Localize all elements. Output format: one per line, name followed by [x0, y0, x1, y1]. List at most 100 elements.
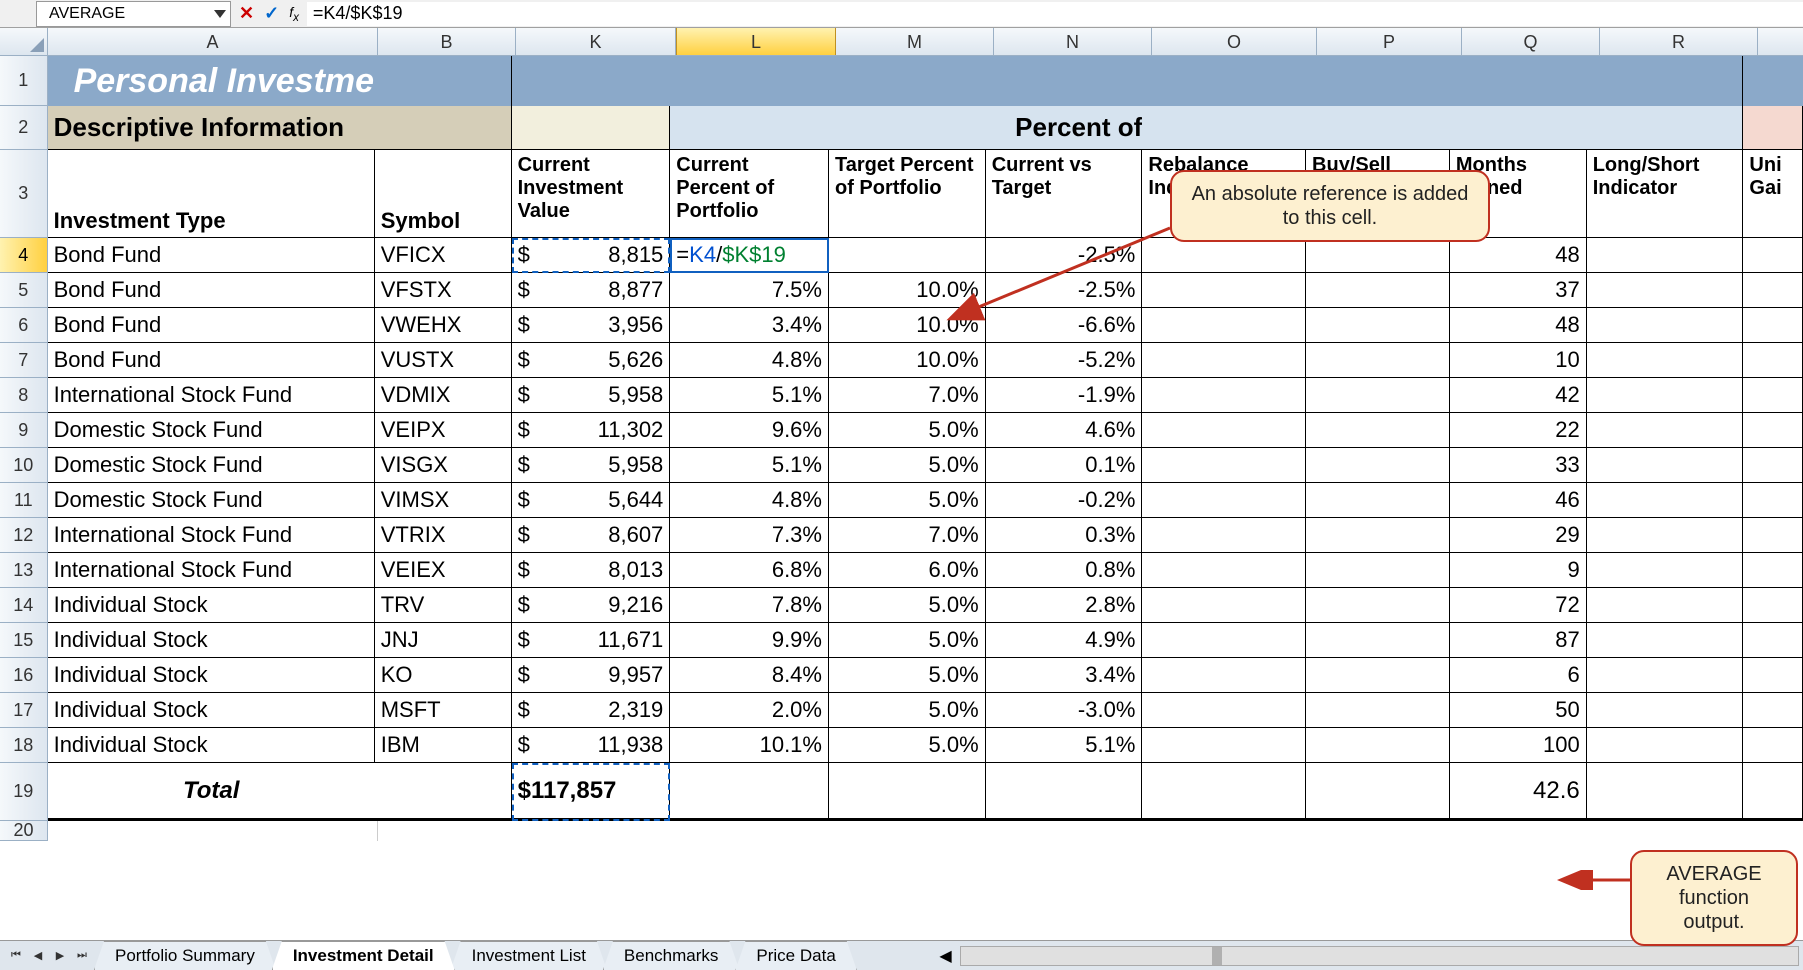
cell[interactable]	[829, 106, 986, 150]
cell[interactable]: $8,013	[512, 553, 671, 588]
last-tab-icon[interactable]: ⏭	[72, 946, 92, 966]
cell[interactable]	[1306, 343, 1450, 378]
row-header[interactable]: 5	[0, 273, 48, 308]
cell[interactable]	[1587, 483, 1744, 518]
section-header[interactable]: Percent of Portfolio	[986, 106, 1143, 150]
cell[interactable]: VTRIX	[375, 518, 512, 553]
cell[interactable]	[1743, 56, 1803, 106]
sheet-tab[interactable]: Investment Detail	[272, 941, 455, 970]
check-icon[interactable]: ✓	[264, 3, 279, 24]
cell[interactable]: $11,671	[512, 623, 671, 658]
cell[interactable]	[1142, 658, 1306, 693]
cancel-icon[interactable]: ✕	[239, 3, 254, 24]
cell[interactable]	[1743, 553, 1803, 588]
cell[interactable]: International Stock Fund	[48, 378, 375, 413]
cell[interactable]: 7.0%	[829, 518, 986, 553]
cell[interactable]	[1587, 728, 1744, 763]
cell[interactable]	[1142, 56, 1306, 106]
col-header-O[interactable]: O	[1152, 28, 1317, 55]
cell[interactable]: -3.0%	[986, 693, 1143, 728]
cell[interactable]: VISGX	[375, 448, 512, 483]
col-header-N[interactable]: N	[994, 28, 1152, 55]
total-value[interactable]: $117,857	[512, 763, 671, 821]
cell[interactable]	[1306, 728, 1450, 763]
cell[interactable]	[1587, 308, 1744, 343]
row-header[interactable]: 11	[0, 483, 48, 518]
col-header-L[interactable]: L	[676, 28, 836, 55]
row-header[interactable]: 2	[0, 106, 48, 150]
cell[interactable]	[1587, 693, 1744, 728]
cell[interactable]: $5,644	[512, 483, 671, 518]
row-header[interactable]: 8	[0, 378, 48, 413]
row-header[interactable]: 18	[0, 728, 48, 763]
cell[interactable]	[1142, 553, 1306, 588]
cell[interactable]: $5,958	[512, 378, 671, 413]
col-header-P[interactable]: P	[1317, 28, 1462, 55]
cell[interactable]: 0.8%	[986, 553, 1143, 588]
section-header[interactable]: Descriptive Information	[48, 106, 375, 150]
row-header[interactable]: 4	[0, 238, 48, 273]
cell[interactable]: 0.3%	[986, 518, 1143, 553]
cell[interactable]	[1142, 413, 1306, 448]
cell[interactable]: 10.1%	[670, 728, 829, 763]
cell[interactable]: Individual Stock	[48, 588, 375, 623]
cell[interactable]	[1306, 553, 1450, 588]
cell[interactable]: Domestic Stock Fund	[48, 413, 375, 448]
col-header-Q[interactable]: Q	[1462, 28, 1600, 55]
column-header[interactable]: Long/Short Indicator	[1587, 150, 1744, 238]
row-header[interactable]: 17	[0, 693, 48, 728]
cell[interactable]	[375, 106, 512, 150]
cell[interactable]: Bond Fund	[48, 308, 375, 343]
cell[interactable]	[1743, 238, 1803, 273]
cell[interactable]	[1743, 588, 1803, 623]
cell[interactable]	[48, 821, 378, 841]
cell[interactable]: VDMIX	[375, 378, 512, 413]
cell[interactable]: Individual Stock	[48, 623, 375, 658]
select-all-corner[interactable]	[0, 28, 48, 55]
cell[interactable]	[1306, 763, 1450, 821]
cell[interactable]	[986, 56, 1143, 106]
cell[interactable]	[1743, 308, 1803, 343]
cell[interactable]	[1587, 623, 1744, 658]
cell[interactable]: 5.0%	[829, 623, 986, 658]
cell[interactable]: VWEHX	[375, 308, 512, 343]
cell[interactable]	[1743, 273, 1803, 308]
cell[interactable]: 7.8%	[670, 588, 829, 623]
sheet-tab[interactable]: Benchmarks	[603, 941, 739, 970]
cell[interactable]	[829, 763, 986, 821]
row-header[interactable]: 16	[0, 658, 48, 693]
cell[interactable]: 4.9%	[986, 623, 1143, 658]
cell[interactable]	[1306, 378, 1450, 413]
column-header[interactable]: Current Percent of Portfolio	[670, 150, 829, 238]
cell[interactable]	[375, 56, 512, 106]
cell[interactable]: -1.9%	[986, 378, 1143, 413]
cell[interactable]: 3.4%	[670, 308, 829, 343]
cell[interactable]	[1306, 106, 1450, 150]
cell[interactable]: 5.1%	[670, 448, 829, 483]
cell[interactable]: VEIPX	[375, 413, 512, 448]
cell[interactable]: 5.0%	[829, 483, 986, 518]
sheet-tab[interactable]: Portfolio Summary	[94, 941, 276, 970]
cell[interactable]: VUSTX	[375, 343, 512, 378]
cell[interactable]: Domestic Stock Fund	[48, 483, 375, 518]
cell[interactable]: Individual Stock	[48, 658, 375, 693]
sheet-tab[interactable]: Price Data	[735, 941, 856, 970]
cell[interactable]	[1587, 413, 1744, 448]
cell[interactable]	[829, 56, 986, 106]
cell[interactable]	[1306, 518, 1450, 553]
cell[interactable]: 37	[1450, 273, 1587, 308]
cell[interactable]	[1306, 588, 1450, 623]
cell[interactable]	[1587, 763, 1744, 821]
scrollbar-thumb[interactable]	[1212, 947, 1222, 965]
cell[interactable]: 5.0%	[829, 658, 986, 693]
cell[interactable]	[1743, 623, 1803, 658]
cell[interactable]	[986, 763, 1143, 821]
cell[interactable]: 46	[1450, 483, 1587, 518]
chevron-down-icon[interactable]	[214, 10, 226, 18]
scroll-left-icon[interactable]: ◀	[936, 945, 956, 967]
cell[interactable]: 48	[1450, 238, 1587, 273]
cell[interactable]: $8,877	[512, 273, 671, 308]
cell[interactable]: $9,957	[512, 658, 671, 693]
cell[interactable]: 5.0%	[829, 728, 986, 763]
col-header-A[interactable]: A	[48, 28, 378, 55]
